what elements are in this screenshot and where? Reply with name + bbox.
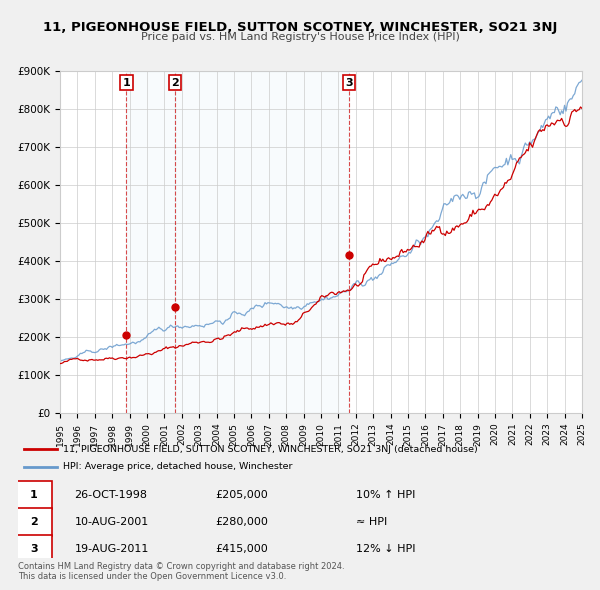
Text: This data is licensed under the Open Government Licence v3.0.: This data is licensed under the Open Gov… [18, 572, 286, 581]
Bar [175, 71, 349, 413]
Text: 1: 1 [122, 78, 130, 88]
Text: 11, PIGEONHOUSE FIELD, SUTTON SCOTNEY, WINCHESTER, SO21 3NJ: 11, PIGEONHOUSE FIELD, SUTTON SCOTNEY, W… [43, 21, 557, 34]
Text: 11, PIGEONHOUSE FIELD, SUTTON SCOTNEY, WINCHESTER, SO21 3NJ (detached house): 11, PIGEONHOUSE FIELD, SUTTON SCOTNEY, W… [63, 445, 478, 454]
Text: 1: 1 [30, 490, 38, 500]
Text: £280,000: £280,000 [215, 517, 268, 527]
Text: 26-OCT-1998: 26-OCT-1998 [74, 490, 148, 500]
Text: 19-AUG-2011: 19-AUG-2011 [74, 544, 149, 554]
Text: ≈ HPI: ≈ HPI [356, 517, 388, 527]
Text: 2: 2 [30, 517, 38, 527]
Text: HPI: Average price, detached house, Winchester: HPI: Average price, detached house, Winc… [63, 463, 293, 471]
FancyBboxPatch shape [15, 481, 52, 509]
FancyBboxPatch shape [15, 535, 52, 563]
Text: 12% ↓ HPI: 12% ↓ HPI [356, 544, 416, 554]
Text: 3: 3 [30, 544, 38, 554]
FancyBboxPatch shape [15, 508, 52, 536]
Text: 10% ↑ HPI: 10% ↑ HPI [356, 490, 416, 500]
Text: 2: 2 [171, 78, 179, 88]
Text: £205,000: £205,000 [215, 490, 268, 500]
Text: £415,000: £415,000 [215, 544, 268, 554]
Bar [127, 71, 175, 413]
Text: 3: 3 [346, 78, 353, 88]
Text: 10-AUG-2001: 10-AUG-2001 [74, 517, 149, 527]
Text: Price paid vs. HM Land Registry's House Price Index (HPI): Price paid vs. HM Land Registry's House … [140, 32, 460, 42]
Text: Contains HM Land Registry data © Crown copyright and database right 2024.: Contains HM Land Registry data © Crown c… [18, 562, 344, 571]
